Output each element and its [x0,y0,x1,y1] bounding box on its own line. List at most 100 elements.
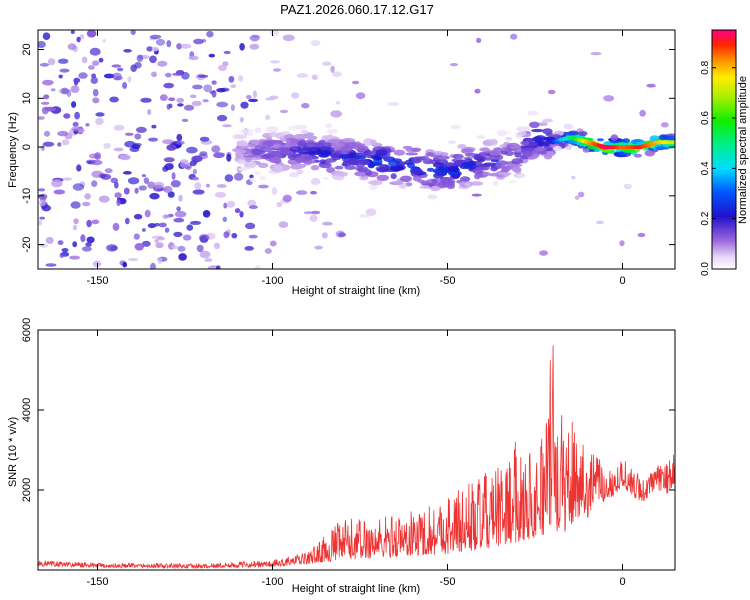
noise-cell [199,136,210,142]
ridge-cell [435,155,450,161]
colorbar-gradient [712,30,736,269]
ridge-cell [655,146,664,150]
noise-cell [136,54,144,62]
noise-cell [113,124,125,131]
noise-cell [226,153,232,162]
ridge-cell [422,158,434,165]
ridge-cell [498,172,512,176]
noise-cell [476,37,482,44]
noise-cell [330,65,335,74]
noise-cell [186,146,198,154]
ridge-cell [289,146,302,152]
noise-cell [42,141,55,147]
x-tick-label: -50 [440,576,456,588]
ridge-cell [374,155,382,161]
ridge-cell [354,145,369,152]
noise-cell [155,242,164,249]
noise-cell [192,168,197,175]
x-tick-label: 0 [619,576,625,588]
noise-cell [149,34,162,40]
noise-cell [69,255,81,260]
noise-cell [193,38,204,45]
noise-cell [205,183,210,188]
ridge-cell [447,165,460,172]
noise-cell [39,216,46,220]
noise-cell [58,74,63,79]
noise-cell [637,232,646,238]
noise-cell [109,245,118,251]
noise-cell [122,82,128,89]
noise-cell [92,97,100,104]
x-tick-label: -100 [261,275,283,287]
noise-cell [208,53,215,58]
noise-cell [309,214,318,222]
noise-cell [170,180,181,188]
noise-cell [269,30,280,37]
noise-cell [365,208,377,216]
snr-x-label: Height of straight line (km) [292,583,420,595]
noise-cell [90,76,99,84]
ridge-cell [237,167,248,172]
ridge-cell [543,153,553,160]
noise-cell [166,40,172,48]
noise-cell [79,34,85,40]
ridge-cell [431,178,438,184]
ridge-cell [500,150,508,155]
ridge-cell [235,149,247,154]
ridge-cell [542,136,556,141]
noise-cell [171,245,178,250]
x-tick-label: -150 [86,576,108,588]
noise-cell [125,217,130,225]
ridge-cell [304,139,315,144]
colorbar-tick-label: 0.2 [700,211,711,225]
y-tick-label: -10 [21,188,33,204]
noise-cell [252,90,257,99]
noise-cell [271,187,278,196]
noise-cell [57,240,64,246]
noise-cell [183,104,195,111]
noise-cell [269,240,277,247]
ridge-cell [305,143,315,147]
ridge-cell [479,147,489,152]
noise-cell [231,232,238,239]
noise-cell [71,126,82,132]
noise-cell [603,95,615,102]
noise-cell [218,64,227,71]
noise-cell [38,219,43,226]
ridge-cell [298,140,306,147]
ridge-cell [258,162,269,168]
ridge-cell [356,166,369,173]
colorbar-tick-label: 0.6 [700,111,711,125]
noise-cell [71,101,77,108]
noise-cell [180,161,191,169]
ridge-cell [341,162,348,167]
noise-cell [163,82,175,89]
snr-series-line [38,345,675,570]
noise-cell [639,109,646,117]
noise-cell [74,111,80,120]
noise-cell [311,210,321,215]
noise-cell [168,97,176,102]
noise-cell [91,170,104,178]
ridge-cell [269,131,277,138]
noise-cell [199,151,208,157]
noise-cell [387,102,400,106]
noise-cell [147,109,152,115]
noise-cell [73,77,81,83]
noise-cell [86,236,95,244]
snr-frame [37,329,676,571]
ridge-cell [292,163,305,169]
ridge-cell [240,128,254,134]
ridge-cell [358,159,370,166]
noise-cell [90,159,103,166]
noise-cell [213,242,220,249]
noise-cell [296,73,309,78]
y-tick-label: 10 [21,92,33,104]
noise-cell [228,75,235,83]
ridge-cell [461,148,474,154]
ridge-cell [388,159,400,167]
snr-x-ticks: -150 -100 -50 0 [86,330,626,588]
ridge-cell [331,175,344,180]
ridge-cell [288,172,300,178]
